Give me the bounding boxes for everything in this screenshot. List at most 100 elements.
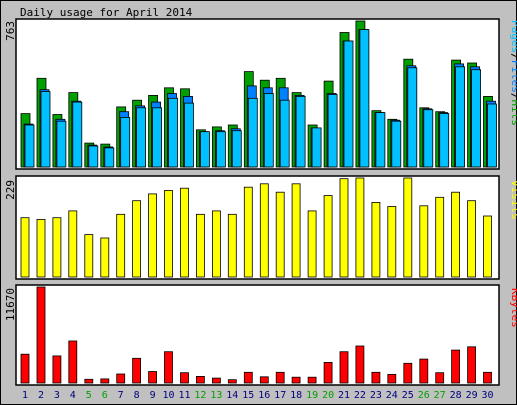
bar-kbytes-day-19	[307, 376, 317, 384]
panel-visits-frame	[15, 175, 500, 280]
bar-pages-day-14	[231, 130, 242, 168]
day-label-22: 22	[354, 390, 366, 401]
bar-pages-day-28	[455, 66, 466, 168]
kbytes-bars	[20, 286, 492, 384]
bar-pages-day-6	[104, 147, 115, 168]
bar-kbytes-day-16	[259, 376, 269, 384]
bar-pages-day-13	[215, 131, 226, 168]
bar-kbytes-day-17	[275, 371, 285, 384]
bar-visits-day-19	[307, 210, 317, 278]
bar-kbytes-day-20	[323, 361, 333, 384]
bar-pages-day-15	[247, 97, 258, 168]
bar-visits-day-11	[180, 187, 189, 278]
day-label-10: 10	[162, 390, 174, 401]
day-label-14: 14	[226, 390, 238, 401]
day-label-1: 1	[22, 390, 28, 401]
bar-kbytes-day-4	[68, 340, 78, 384]
bar-visits-day-12	[195, 213, 205, 278]
bar-pages-day-7	[120, 117, 131, 168]
bar-visits-day-30	[483, 215, 492, 278]
bar-visits-day-5	[84, 234, 94, 278]
day-label-17: 17	[274, 390, 286, 401]
bar-visits-day-7	[116, 213, 126, 278]
bar-pages-day-22	[359, 29, 370, 168]
bar-visits-day-24	[387, 206, 397, 278]
bar-kbytes-day-24	[387, 373, 397, 384]
day-label-6: 6	[102, 390, 108, 401]
bar-visits-day-15	[243, 186, 253, 278]
bar-pages-day-25	[407, 67, 418, 168]
bar-pages-day-12	[199, 131, 210, 168]
chart-title: Daily usage for April 2014	[20, 6, 193, 19]
bar-pages-day-9	[152, 107, 163, 168]
bar-pages-day-8	[136, 107, 147, 168]
day-label-2: 2	[38, 390, 44, 401]
bar-kbytes-day-26	[419, 358, 429, 384]
panel-usage: 763 Pages/Files/Hits	[4, 18, 517, 170]
bar-pages-day-18	[295, 96, 306, 168]
day-label-23: 23	[370, 390, 382, 401]
legend-kbytes: KBytes	[509, 288, 517, 328]
day-label-24: 24	[386, 390, 398, 401]
bar-kbytes-day-21	[339, 351, 349, 384]
bar-kbytes-day-6	[100, 378, 110, 384]
day-label-13: 13	[210, 390, 222, 401]
bar-kbytes-day-11	[180, 372, 189, 384]
bar-visits-day-28	[451, 191, 461, 278]
legend-pages: Pages	[509, 20, 517, 53]
bar-kbytes-day-1	[20, 353, 30, 384]
day-label-28: 28	[450, 390, 462, 401]
day-label-20: 20	[322, 390, 334, 401]
bar-kbytes-day-3	[52, 355, 62, 384]
visits-ymax-label: 229	[4, 180, 17, 200]
day-label-21: 21	[338, 390, 350, 401]
bar-visits-day-1	[20, 217, 30, 278]
bar-visits-day-25	[403, 177, 413, 278]
panel-visits: 229 Visits	[4, 175, 517, 280]
visits-bars	[20, 177, 492, 278]
bar-kbytes-day-30	[483, 371, 492, 384]
bar-kbytes-day-9	[148, 371, 158, 384]
bar-kbytes-day-22	[355, 345, 365, 384]
day-label-18: 18	[290, 390, 302, 401]
day-label-9: 9	[150, 390, 156, 401]
panel-kbytes: 11670 KBytes	[4, 284, 517, 386]
usage-bars	[20, 20, 497, 168]
bar-kbytes-day-2	[36, 286, 46, 384]
bar-pages-day-27	[439, 113, 450, 168]
bar-pages-day-1	[24, 124, 35, 168]
bar-visits-day-14	[227, 213, 237, 278]
panel-kbytes-frame	[15, 284, 500, 386]
bar-kbytes-day-14	[227, 379, 237, 384]
day-label-29: 29	[466, 390, 478, 401]
bar-pages-day-29	[471, 69, 482, 168]
legend-hits: Hits	[509, 100, 517, 127]
bar-pages-day-2	[40, 91, 51, 168]
bar-pages-day-17	[279, 99, 290, 168]
usage-legend: Pages/Files/Hits	[509, 20, 517, 126]
day-labels: 1 2 3 4 5 6 7 8 9 10 11 12 13 14 15 16 17 18 19 20 21 22 23 24 2…	[22, 390, 494, 401]
bar-pages-day-21	[343, 40, 354, 168]
bar-kbytes-day-25	[403, 362, 413, 384]
bar-pages-day-23	[375, 112, 386, 168]
bar-pages-day-11	[184, 102, 194, 168]
bar-pages-day-3	[56, 120, 67, 168]
bar-kbytes-day-29	[467, 346, 477, 384]
bar-visits-day-26	[419, 205, 429, 278]
day-label-3: 3	[54, 390, 60, 401]
bar-pages-day-4	[72, 101, 83, 168]
day-label-12: 12	[194, 390, 206, 401]
bar-visits-day-2	[36, 218, 46, 278]
day-label-19: 19	[306, 390, 318, 401]
bar-visits-day-18	[291, 183, 301, 278]
day-label-26: 26	[418, 390, 430, 401]
legend-sep-2: /	[509, 93, 517, 100]
bar-kbytes-day-13	[211, 377, 221, 384]
bar-pages-day-19	[311, 127, 322, 168]
bar-visits-day-23	[371, 201, 381, 278]
kbytes-ymax-label: 11670	[4, 288, 17, 321]
bar-visits-day-8	[132, 200, 142, 278]
usage-ymax-label: 763	[4, 21, 17, 41]
bar-visits-day-9	[148, 193, 158, 278]
